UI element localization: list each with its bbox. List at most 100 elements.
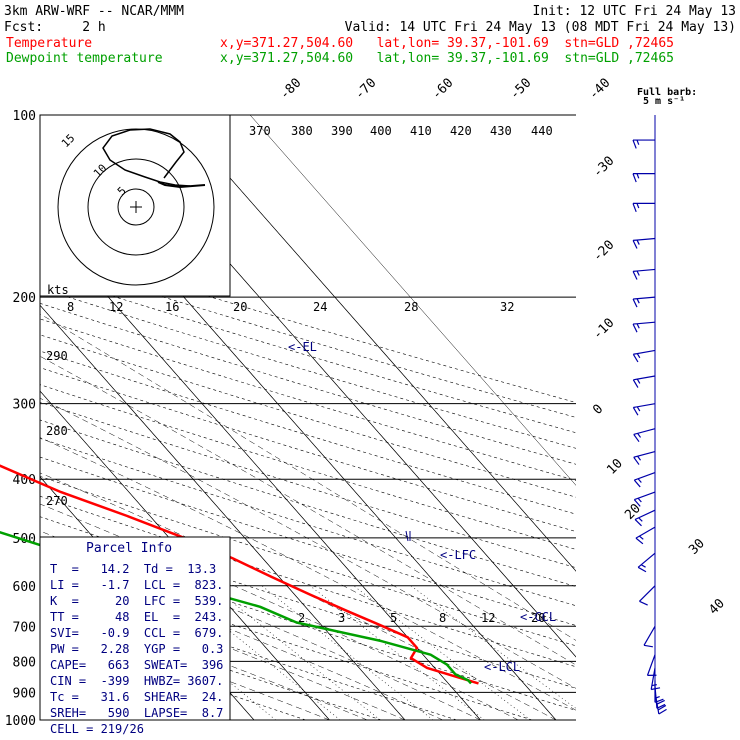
mixing-ratio-line — [211, 585, 381, 720]
isotherm-line — [40, 304, 406, 720]
wind-barb — [633, 403, 656, 409]
theta-label-440: 440 — [531, 124, 553, 138]
pressure-label: 300 — [13, 398, 36, 413]
wind-barb-feather — [632, 240, 638, 249]
mixing-ratio-line — [173, 585, 341, 720]
wind-barb-half-feather — [636, 298, 640, 304]
mixing-label-5: 5 — [390, 611, 397, 625]
wind-barb-feather — [633, 499, 641, 507]
header-init-time: Init: 12 UTC Fri 24 May 13 — [533, 4, 737, 19]
wind-barb — [650, 667, 656, 690]
dry-adiabat-line — [40, 272, 576, 434]
theta-label-380: 380 — [291, 124, 313, 138]
legend-barb-units: 5 m s⁻¹ — [643, 96, 685, 107]
speed-tick-24: 24 — [313, 300, 327, 314]
lfc-marker: <-LFC — [440, 548, 476, 562]
wind-barb-half-feather — [636, 173, 640, 179]
wind-barb-feather — [658, 708, 667, 715]
isotherm-label: -60 — [429, 76, 456, 103]
ccl-marker: <-CCL — [520, 610, 556, 624]
wind-barb-half-feather — [640, 564, 646, 568]
parcel-row: CAPE= 663 SWEAT= 396 — [50, 658, 223, 672]
dry-adiabat-line — [40, 581, 457, 720]
wind-barb-half-feather — [638, 517, 643, 522]
wind-barb-half-feather — [636, 353, 641, 359]
wind-barb-feather — [633, 479, 641, 488]
wind-barb — [633, 375, 656, 381]
moist-adiabat-line — [40, 472, 557, 720]
parcel-info-title: Parcel Info — [86, 541, 172, 556]
parcel-row: CIN = -399 HWBZ= 3607. — [50, 674, 223, 688]
dry-adiabat-line — [40, 334, 576, 498]
moist-adiabat-line — [40, 554, 443, 720]
isotherm-line — [40, 390, 330, 720]
wind-barb — [633, 268, 656, 272]
wind-barb-feather — [632, 173, 637, 183]
speed-tick-28: 28 — [404, 300, 418, 314]
wind-barb-feather — [657, 704, 667, 711]
wind-barb-feather — [656, 699, 665, 705]
legend-barb: Full barb: 5 m s⁻¹ — [637, 87, 697, 107]
isotherm-line — [174, 115, 576, 572]
wind-barb-half-feather — [637, 433, 642, 438]
wind-barb — [634, 509, 656, 521]
wind-barb-half-feather — [636, 323, 640, 329]
wind-barb-half-feather — [636, 239, 640, 245]
speed-tick-8: 8 — [67, 300, 74, 314]
mixing-label-3: 3 — [338, 611, 345, 625]
header-model-title: 3km ARW-WRF -- NCAR/MMM — [4, 4, 184, 19]
mixing-label-8: 8 — [439, 611, 446, 625]
moist-adiabat-line — [40, 313, 576, 641]
header: 3km ARW-WRF -- NCAR/MMM Init: 12 UTC Fri… — [4, 4, 736, 66]
wind-barb-feather — [643, 644, 653, 648]
wind-barb — [634, 472, 656, 481]
isotherm-label: -50 — [507, 76, 534, 103]
header-dewpoint-location: x,y=371.27,504.60 lat,lon= 39.37,-101.69… — [220, 51, 674, 66]
theta-label-420: 420 — [450, 124, 472, 138]
theta-label-390: 390 — [331, 124, 353, 138]
parcel-row: TT = 48 EL = 243. — [50, 610, 223, 624]
isotherm-label: -10 — [590, 316, 617, 343]
wind-barb — [633, 428, 656, 435]
parcel-info-panel: Parcel Info T = 14.2 Td = 13.3 LI = -1.7… — [39, 536, 231, 736]
wind-barb — [637, 552, 656, 568]
wind-barb-feather — [639, 600, 648, 606]
moist-adiabat-line — [40, 593, 368, 720]
pressure-label: 800 — [13, 655, 36, 670]
mixing-label-12: 12 — [481, 611, 495, 625]
dry-adiabat-line — [40, 258, 576, 418]
isotherm-label: 30 — [686, 536, 708, 558]
wind-barb-half-feather — [651, 684, 657, 687]
parcel-row: SREH= 590 LAPSE= 8.7 — [50, 706, 223, 720]
wind-barb — [633, 296, 656, 300]
mixing-ratio-line — [261, 585, 434, 720]
theta-label-270: 270 — [46, 494, 68, 508]
theta-label-370: 370 — [249, 124, 271, 138]
wind-barb — [654, 692, 660, 715]
pressure-label: 900 — [13, 686, 36, 701]
wind-barb — [635, 526, 656, 539]
hodograph-background — [39, 114, 231, 297]
wind-barb-feather — [632, 407, 639, 416]
wind-barb — [633, 321, 656, 325]
dry-adiabat-line — [40, 350, 576, 515]
wind-barb-feather — [632, 271, 638, 280]
mixing-ratio-line — [410, 585, 576, 709]
parcel-row: PW = 2.28 YGP = 0.3 — [50, 642, 223, 656]
wind-barb-half-feather — [637, 497, 642, 503]
sounding-traces — [0, 464, 479, 685]
wind-barb-half-feather — [636, 270, 640, 276]
pressure-label: 600 — [13, 580, 36, 595]
wind-barb-half-feather — [636, 203, 640, 209]
parcel-info-background — [39, 536, 231, 721]
theta-label-280: 280 — [46, 424, 68, 438]
wind-barb-half-feather — [636, 406, 641, 412]
wind-barb-feather — [632, 323, 638, 333]
el-marker: <-EL — [288, 340, 317, 354]
speed-tick-20: 20 — [233, 300, 247, 314]
moist-adiabat-line — [40, 610, 330, 720]
theta-label-410: 410 — [410, 124, 432, 138]
header-dewpoint-label: Dewpoint temperature — [6, 51, 163, 66]
pressure-label: 1000 — [5, 714, 36, 729]
